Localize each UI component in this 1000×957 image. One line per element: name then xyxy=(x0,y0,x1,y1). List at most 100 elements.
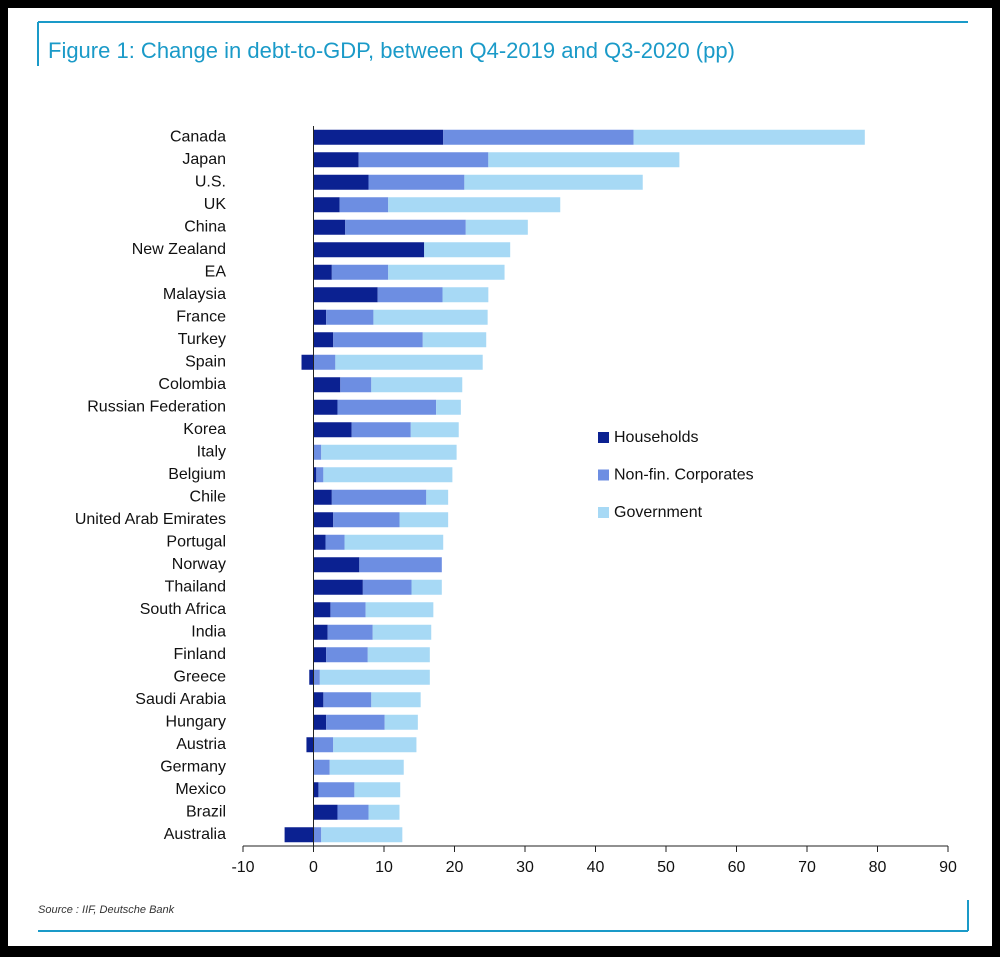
bar-segment xyxy=(329,759,404,775)
bar-segment xyxy=(313,579,363,595)
bar-segment xyxy=(344,534,444,550)
bar-segment xyxy=(318,782,355,798)
bar-segment xyxy=(313,759,330,775)
bar-segment xyxy=(313,692,324,708)
y-tick-label: Chile xyxy=(190,488,227,505)
y-tick-label: India xyxy=(191,623,226,640)
bar-segment xyxy=(313,669,320,685)
bar-segment xyxy=(326,647,368,663)
x-tick-label: 60 xyxy=(728,859,746,876)
bar-segment xyxy=(313,309,327,325)
bar-segment xyxy=(373,309,488,325)
bar-segment xyxy=(340,377,372,393)
y-tick-label: New Zealand xyxy=(132,241,226,258)
bar-segment xyxy=(333,332,423,348)
bar-segment xyxy=(442,287,489,303)
bar-segment xyxy=(313,242,425,258)
bar-segment xyxy=(313,444,322,460)
bar-segment xyxy=(367,647,430,663)
bar-segment xyxy=(313,489,332,505)
x-tick-label: 0 xyxy=(309,859,318,876)
y-tick-label: Mexico xyxy=(175,781,226,798)
bar-segment xyxy=(354,782,401,798)
y-tick-label: Japan xyxy=(182,151,226,168)
bar-segment xyxy=(313,354,336,370)
y-tick-label: Brazil xyxy=(186,803,226,820)
bar-segment xyxy=(313,152,359,168)
bar-segment xyxy=(330,602,366,618)
bar-segment xyxy=(321,444,457,460)
bar-segment xyxy=(301,354,314,370)
bar-segment xyxy=(313,624,328,640)
bar-segment xyxy=(358,152,489,168)
bar-segment xyxy=(327,624,373,640)
bar-segment xyxy=(436,399,461,415)
y-tick-label: Belgium xyxy=(168,466,226,483)
bar-segment xyxy=(313,467,317,483)
chart-title: Figure 1: Change in debt-to-GDP, between… xyxy=(48,38,735,63)
bar-segment xyxy=(399,512,449,528)
bar-segment xyxy=(339,197,389,213)
bar-segment xyxy=(345,219,466,235)
bar-segment xyxy=(313,219,346,235)
x-tick-label: 70 xyxy=(798,859,816,876)
bar-segment xyxy=(313,174,369,190)
y-tick-label: Norway xyxy=(172,556,226,573)
y-tick-label: China xyxy=(184,218,226,235)
bar-segment xyxy=(306,737,314,753)
y-tick-label: Canada xyxy=(170,128,226,145)
y-tick-label: United Arab Emirates xyxy=(75,511,226,528)
bar-segment xyxy=(426,489,449,505)
bar-segment xyxy=(325,534,345,550)
bar-segment xyxy=(359,557,442,573)
bar-segment xyxy=(443,129,634,145)
bar-segment xyxy=(313,287,378,303)
bar-segment xyxy=(384,714,418,730)
bar-segment xyxy=(368,174,465,190)
y-tick-label: Saudi Arabia xyxy=(135,691,226,708)
bar-segment xyxy=(313,399,338,415)
bar-segment xyxy=(411,579,442,595)
y-tick-label: Portugal xyxy=(166,533,226,550)
bar-segment xyxy=(365,602,434,618)
source: Source : IIF, Deutsche Bank xyxy=(38,904,175,916)
legend-label: Government xyxy=(614,504,703,521)
y-tick-label: France xyxy=(176,308,226,325)
y-tick-label: South Africa xyxy=(140,601,226,618)
bar-segment xyxy=(313,737,334,753)
y-tick-label: Finland xyxy=(174,646,226,663)
y-tick-label: Turkey xyxy=(178,331,226,348)
bar-segment xyxy=(371,377,463,393)
bar-segment xyxy=(633,129,865,145)
x-tick-label: 30 xyxy=(516,859,534,876)
x-tick-label: 90 xyxy=(939,859,957,876)
bar-segment xyxy=(372,624,432,640)
y-tick-label: Italy xyxy=(197,443,226,460)
legend-label: Non-fin. Corporates xyxy=(614,467,754,484)
y-tick-label: Australia xyxy=(164,826,226,843)
bar-segment xyxy=(284,827,314,843)
bar-segment xyxy=(351,422,411,438)
x-tick-label: 10 xyxy=(375,859,393,876)
y-tick-label: UK xyxy=(204,196,227,213)
y-tick-label: Germany xyxy=(160,758,226,775)
bar-segment xyxy=(337,804,369,820)
bar-segment xyxy=(313,197,340,213)
bar-segment xyxy=(323,467,453,483)
y-tick-label: Colombia xyxy=(158,376,226,393)
bar-segment xyxy=(313,534,326,550)
bar-segment xyxy=(316,467,324,483)
bar-segment xyxy=(326,714,385,730)
legend-label: Households xyxy=(614,429,699,446)
bar-segment xyxy=(388,197,561,213)
y-tick-label: Korea xyxy=(183,421,226,438)
bar-segment xyxy=(362,579,412,595)
bar-segment xyxy=(323,692,372,708)
y-tick-label: Thailand xyxy=(165,578,226,595)
bar-segment xyxy=(313,602,331,618)
bar-segment xyxy=(313,804,338,820)
bar-segment xyxy=(422,332,487,348)
bar-segment xyxy=(326,309,374,325)
bar-segment xyxy=(410,422,459,438)
